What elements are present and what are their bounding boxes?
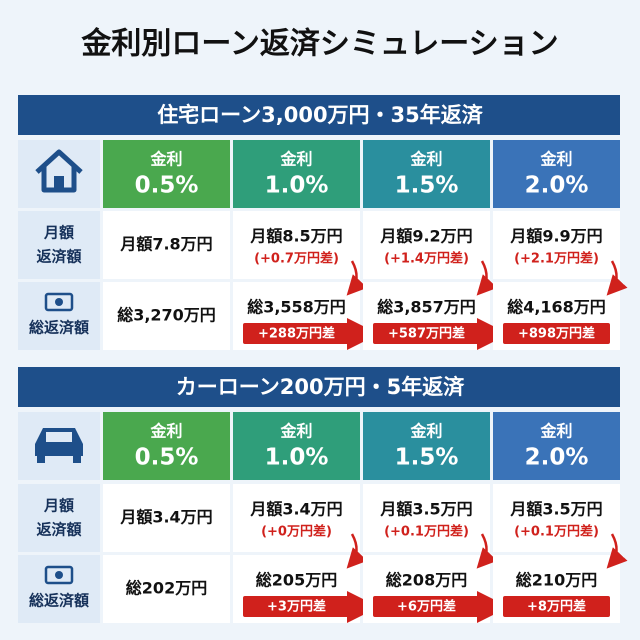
row-label: 総返済額 [29, 592, 89, 610]
monthly-value: 月額7.8万円 [119, 235, 212, 254]
page-title: 金利別ローン返済シミュレーション [80, 27, 558, 62]
total-diff: +3万円差 [267, 599, 326, 615]
total-value: 総202万円 [126, 579, 207, 598]
section-header: 住宅ローン3,000万円・35年返済 [157, 103, 484, 127]
rate-value: 1.5% [395, 445, 459, 471]
rate-label: 金利 [149, 422, 182, 441]
monthly-value: 月額9.9万円 [509, 227, 602, 246]
value-cell [233, 211, 360, 279]
rate-value: 1.0% [265, 173, 329, 199]
rate-cell [233, 412, 360, 480]
row-label: 返済額 [36, 521, 81, 539]
monthly-diff: (+0.1万円差) [384, 524, 469, 540]
monthly-value: 月額3.5万円 [379, 500, 472, 519]
total-diff: +8万円差 [527, 599, 586, 615]
curve-arrow [346, 260, 368, 296]
curve-arrow [606, 260, 628, 296]
value-cell [103, 282, 230, 350]
rate-label: 金利 [409, 422, 442, 441]
total-value: 総4,168万円 [507, 298, 606, 317]
monthly-value: 月額3.4万円 [119, 508, 212, 527]
monthly-diff: (+0万円差) [261, 524, 332, 540]
total-diff: +898万円差 [518, 326, 595, 342]
total-diff: +587万円差 [388, 326, 465, 342]
row-label: 返済額 [36, 248, 81, 266]
label-cell [18, 484, 100, 552]
value-cell [233, 484, 360, 552]
label-cell [18, 282, 100, 350]
rate-label: 金利 [279, 150, 312, 169]
rate-value: 1.5% [395, 173, 459, 199]
curve-arrow [476, 260, 498, 296]
car-wheel [73, 456, 81, 463]
value-cell [363, 211, 490, 279]
rate-label: 金利 [539, 422, 572, 441]
diff-badge [243, 596, 350, 617]
diff-badge [503, 596, 610, 617]
row-label: 総返済額 [29, 319, 89, 337]
monthly-value: 月額3.5万円 [509, 500, 602, 519]
monthly-diff: (+0.7万円差) [254, 251, 339, 267]
rate-cell [233, 140, 360, 208]
section-header-bg [18, 367, 620, 407]
monthly-diff: (+1.4万円差) [384, 251, 469, 267]
rate-cell [103, 140, 230, 208]
car-wheel [37, 456, 45, 463]
value-cell [363, 484, 490, 552]
monthly-diff: (+2.1万円差) [514, 251, 599, 267]
diff-badge [503, 323, 610, 344]
total-value: 総210万円 [516, 571, 597, 590]
section-header: カーローン200万円・5年返済 [176, 375, 465, 399]
curve-arrow [606, 533, 628, 569]
rate-label: 金利 [409, 150, 442, 169]
label-cell [18, 555, 100, 623]
rate-label: 金利 [539, 150, 572, 169]
monthly-diff: (+0.1万円差) [514, 524, 599, 540]
total-value: 総208万円 [386, 571, 467, 590]
label-cell [18, 211, 100, 279]
rate-value: 2.0% [525, 173, 589, 199]
car-window [46, 432, 72, 442]
value-cell [493, 211, 620, 279]
total-value: 総3,857万円 [377, 298, 476, 317]
money-coin [55, 298, 63, 306]
monthly-value: 月額9.2万円 [379, 227, 472, 246]
house-door [54, 176, 64, 190]
monthly-value: 月額8.5万円 [249, 227, 342, 246]
row-label: 月額 [43, 224, 74, 242]
rate-cell [363, 140, 490, 208]
rate-label: 金利 [279, 422, 312, 441]
money-coin [55, 571, 63, 579]
diff-badge [373, 323, 480, 344]
rate-value: 0.5% [135, 173, 199, 199]
total-value: 総205万円 [256, 571, 337, 590]
section-header-bg [18, 95, 620, 135]
total-value: 総3,270万円 [117, 306, 216, 325]
monthly-value: 月額3.4万円 [249, 500, 342, 519]
curve-arrow [476, 533, 498, 569]
rate-cell [363, 412, 490, 480]
diff-badge [373, 596, 480, 617]
curve-arrow [346, 533, 368, 569]
rate-cell [103, 412, 230, 480]
rate-value: 0.5% [135, 445, 199, 471]
money-icon [44, 292, 74, 312]
total-diff: +6万円差 [397, 599, 456, 615]
value-cell [103, 484, 230, 552]
rate-cell [493, 140, 620, 208]
rate-label: 金利 [149, 150, 182, 169]
rate-cell [493, 412, 620, 480]
value-cell [493, 484, 620, 552]
total-value: 総3,558万円 [247, 298, 346, 317]
total-diff: +288万円差 [258, 326, 335, 342]
money-icon [44, 565, 74, 585]
diff-badge [243, 323, 350, 344]
row-label: 月額 [43, 497, 74, 515]
rate-value: 1.0% [265, 445, 329, 471]
rate-value: 2.0% [525, 445, 589, 471]
value-cell [103, 555, 230, 623]
value-cell [103, 211, 230, 279]
